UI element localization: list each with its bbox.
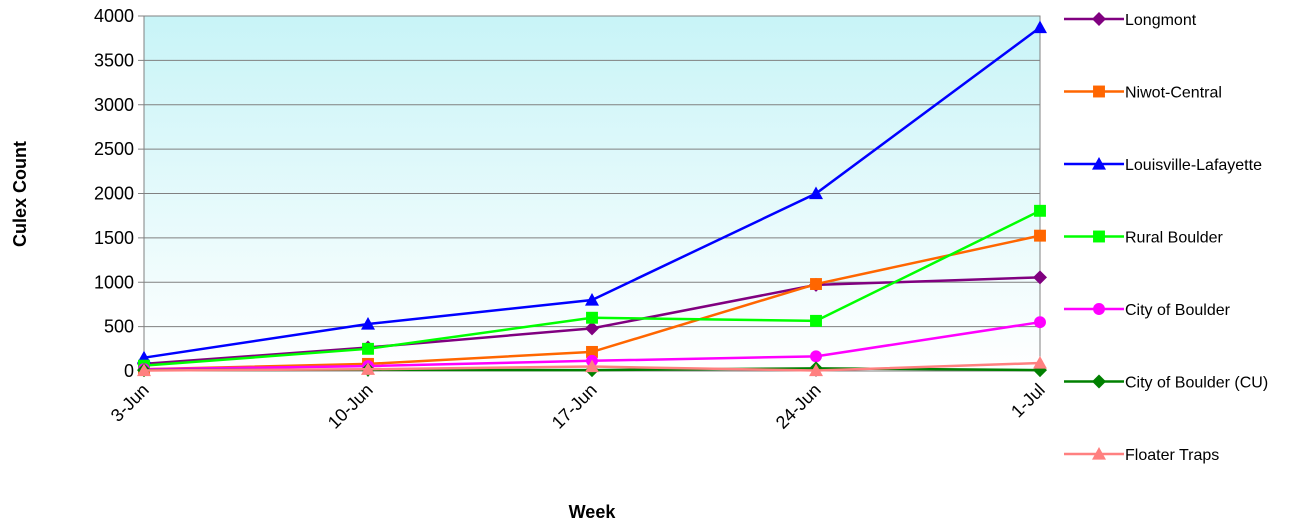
legend-label: City of Boulder xyxy=(1125,302,1231,319)
legend-marker xyxy=(1093,230,1105,243)
legend-label: Floater Traps xyxy=(1125,447,1219,464)
x-tick-label: 3-Jun xyxy=(107,380,153,426)
data-point-rural-boulder xyxy=(810,314,822,327)
data-point-niwot-central xyxy=(586,345,598,358)
legend-entry: City of Boulder xyxy=(1064,302,1231,319)
legend-marker xyxy=(1093,303,1105,315)
legend-entry: Louisville-Lafayette xyxy=(1064,157,1262,174)
y-tick-label: 2500 xyxy=(94,139,134,159)
legend-label: Louisville-Lafayette xyxy=(1125,157,1262,174)
x-axis-title: Week xyxy=(569,502,617,522)
data-point-louisville-lafayette xyxy=(585,293,599,306)
legend: Longmont Niwot-Central Louisville-Lafayett… xyxy=(1064,12,1268,464)
data-point-floater-traps xyxy=(585,359,599,373)
legend-label: Rural Boulder xyxy=(1125,230,1224,247)
legend-label: Niwot-Central xyxy=(1125,85,1222,102)
data-point-louisville-lafayette xyxy=(361,316,375,330)
y-tick-label: 0 xyxy=(124,361,134,381)
legend-entry: Niwot-Central xyxy=(1064,85,1222,102)
data-point-floater-traps xyxy=(809,363,823,377)
data-point-floater-traps xyxy=(1033,356,1047,369)
legend-entry: Floater Traps xyxy=(1064,447,1219,464)
legend-label: Longmont xyxy=(1125,12,1197,29)
x-axis-ticks: 3-Jun 10-Jun 17-Jun 24-Jun 1-Jul xyxy=(107,371,1049,433)
data-point-city-of-boulder xyxy=(1034,316,1046,329)
legend-marker xyxy=(1092,447,1106,460)
legend-marker xyxy=(1092,12,1106,26)
y-tick-label: 2000 xyxy=(94,184,134,204)
x-tick-label: 24-Jun xyxy=(772,380,825,433)
y-tick-label: 1000 xyxy=(94,272,134,292)
data-point-longmont xyxy=(585,321,599,336)
x-tick-label: 17-Jun xyxy=(548,380,601,433)
legend-entry: Rural Boulder xyxy=(1064,230,1224,247)
data-point-floater-traps xyxy=(137,363,151,377)
legend-entry: City of Boulder (CU) xyxy=(1064,374,1268,392)
data-point-longmont xyxy=(1033,270,1047,285)
series-floater-traps xyxy=(137,356,1047,377)
data-point-louisville-lafayette xyxy=(809,186,823,200)
data-point-floater-traps xyxy=(361,362,375,375)
y-tick-label: 1500 xyxy=(94,228,134,248)
data-point-rural-boulder xyxy=(362,342,374,355)
data-point-louisville-lafayette xyxy=(1033,20,1047,34)
y-tick-label: 500 xyxy=(104,317,134,337)
data-point-rural-boulder xyxy=(586,311,598,324)
legend-marker xyxy=(1092,157,1106,170)
legend-label: City of Boulder (CU) xyxy=(1125,375,1268,392)
x-tick-label: 1-Jul xyxy=(1007,380,1049,422)
y-tick-label: 3000 xyxy=(94,95,134,115)
x-tick-label: 10-Jun xyxy=(324,380,377,433)
legend-entry: Longmont xyxy=(1064,12,1197,29)
data-point-niwot-central xyxy=(1034,229,1046,242)
y-tick-label: 3500 xyxy=(94,50,134,70)
legend-marker xyxy=(1093,85,1105,98)
data-point-rural-boulder xyxy=(1034,204,1046,217)
data-point-niwot-central xyxy=(810,278,822,290)
legend-marker xyxy=(1092,374,1106,389)
y-axis-ticks: 0 500 1000 1500 2000 2500 3000 3500 4000 xyxy=(94,6,144,381)
series-group xyxy=(137,20,1047,378)
data-point-city-of-boulder xyxy=(810,350,822,363)
y-tick-label: 4000 xyxy=(94,6,134,26)
y-axis-title: Culex Count xyxy=(10,141,30,247)
